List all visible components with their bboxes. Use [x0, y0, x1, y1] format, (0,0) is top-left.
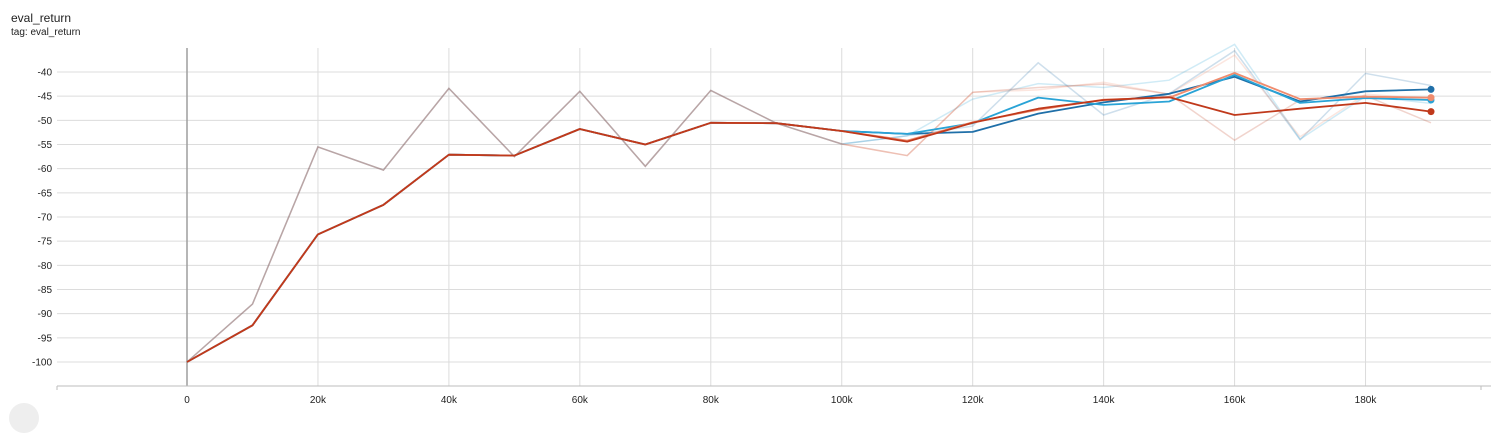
y-tick-label: -55: [38, 140, 53, 151]
series-2-end-point: [1427, 94, 1435, 102]
x-tick-label: 20k: [310, 395, 327, 406]
x-tick-label: 0: [184, 395, 190, 406]
series-3-end-point: [1427, 108, 1435, 116]
series-0-end-point: [1427, 85, 1435, 93]
y-tick-label: -60: [38, 164, 53, 175]
corner-button[interactable]: [9, 403, 39, 433]
x-tick-label: 60k: [572, 395, 589, 406]
series-3-line: [186, 96, 1432, 363]
y-tick-label: -80: [38, 261, 53, 272]
series-0-line: [186, 75, 1432, 363]
y-tick-label: -45: [38, 92, 53, 103]
card-title: eval_return: [11, 11, 72, 25]
y-tick-label: -75: [38, 237, 53, 248]
card-tag: tag: eval_return: [11, 27, 81, 38]
x-tick-label: 80k: [703, 395, 720, 406]
y-tick-label: -85: [38, 285, 53, 296]
y-tick-label: -90: [38, 309, 53, 320]
x-tick-label: 160k: [1224, 395, 1247, 406]
x-tick-label: 40k: [441, 395, 458, 406]
y-tick-label: -40: [38, 68, 53, 79]
series-2-raw-line: [186, 54, 1432, 363]
y-tick-label: -50: [38, 116, 53, 127]
x-tick-label: 180k: [1355, 395, 1378, 406]
y-tick-label: -65: [38, 188, 53, 199]
y-tick-label: -95: [38, 333, 53, 344]
x-tick-label: 100k: [831, 395, 854, 406]
x-tick-label: 120k: [962, 395, 985, 406]
y-tick-label: -100: [32, 358, 52, 369]
series-0-raw-line: [186, 49, 1432, 363]
series-1-line: [186, 74, 1432, 363]
y-tick-label: -70: [38, 213, 53, 224]
x-tick-label: 140k: [1093, 395, 1116, 406]
eval-return-chart[interactable]: -40 -45 -50 -55 -60 -65 -70 -75 -80 -85 -90 -95 -100…: [0, 0, 1491, 411]
series-1-raw-line: [186, 43, 1432, 363]
series-3-raw-line: [186, 83, 1432, 363]
